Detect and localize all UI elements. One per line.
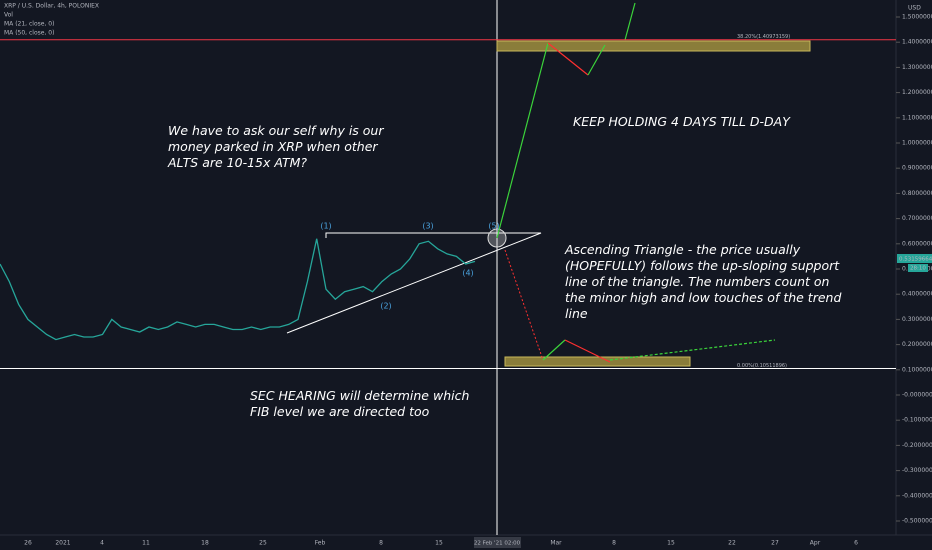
price-label: 0.80000000 xyxy=(902,190,932,197)
fib-label: 0.00%(0.10511896) xyxy=(737,363,787,369)
time-label: 11 xyxy=(142,540,150,547)
countdown-box xyxy=(908,264,928,272)
annotation: KEEP HOLDING 4 DAYS TILL D-DAY xyxy=(573,114,791,129)
countdown: 28:10 xyxy=(910,266,926,272)
time-label: Mar xyxy=(550,540,562,547)
target-zone xyxy=(496,40,811,52)
triangle xyxy=(286,232,542,334)
time-label: Apr xyxy=(810,540,821,547)
wave-label: (1) xyxy=(320,222,331,231)
price-label: 0.10000000 xyxy=(902,366,932,373)
price-label: -0.50000000 xyxy=(902,518,932,525)
annotation: SEC HEARING will determine which xyxy=(250,388,469,403)
bear-arrow xyxy=(504,249,544,361)
price-label: 1.50000000 xyxy=(902,14,932,21)
price-label: 0.90000000 xyxy=(902,165,932,172)
bull-arrow xyxy=(609,339,776,361)
bull-arrow xyxy=(542,339,566,361)
last-price: 0.53159664 xyxy=(899,257,932,263)
annotation: Ascending Triangle - the price usually xyxy=(564,242,801,257)
annotation: the minor high and low touches of the tr… xyxy=(565,290,841,305)
bear-arrow xyxy=(564,339,611,363)
price-box xyxy=(897,254,932,263)
price-label: -0.40000000 xyxy=(902,492,932,499)
price-label: 1.20000000 xyxy=(902,89,932,96)
indicator: MA (50, close, 0) xyxy=(4,30,54,37)
time-label: 18 xyxy=(201,540,209,547)
bull-arrow xyxy=(624,2,636,41)
price-label: 0.70000000 xyxy=(902,215,932,222)
time-label: 25 xyxy=(259,540,267,547)
price-label: 0.40000000 xyxy=(902,291,932,298)
time-label: 2021 xyxy=(55,540,70,547)
target-zone xyxy=(504,356,691,367)
wave-label: (4) xyxy=(462,269,473,278)
price-label: 0.20000000 xyxy=(902,341,932,348)
wave-label: (3) xyxy=(422,222,433,231)
price-label: 0.60000000 xyxy=(902,240,932,247)
wave-label: (5) xyxy=(488,222,499,231)
time-label: 26 xyxy=(24,540,32,547)
wave-label: (2) xyxy=(380,302,391,311)
price-label: 0.30000000 xyxy=(902,316,932,323)
time-label: 8 xyxy=(612,540,616,547)
annotation: money parked in XRP when other xyxy=(168,139,378,154)
cursor-time: 22 Feb '21 02:00 xyxy=(474,541,521,547)
time-label: 22 xyxy=(728,540,736,547)
annotation: line of the triangle. The numbers count … xyxy=(565,274,830,289)
bull-arrow xyxy=(496,42,549,239)
time-label: 27 xyxy=(771,540,779,547)
annotation: FIB level we are directed too xyxy=(250,404,430,419)
indicator: Vol xyxy=(4,12,13,19)
annotation: line xyxy=(565,306,588,321)
price-label: 1.40000000 xyxy=(902,39,932,46)
time-label: 15 xyxy=(435,540,443,547)
annotation: We have to ask our self why is our xyxy=(168,123,384,138)
cursor-box xyxy=(474,537,521,548)
price-label: -0.20000000 xyxy=(902,442,932,449)
time-label: 15 xyxy=(667,540,675,547)
price-label: 1.00000000 xyxy=(902,140,932,147)
indicator: MA (21, close, 0) xyxy=(4,21,54,28)
fib-label: 38.20%(1.40973159) xyxy=(737,34,790,40)
currency: USD xyxy=(908,5,921,12)
price-label: 1.30000000 xyxy=(902,64,932,71)
time-label: Feb xyxy=(315,540,326,547)
time-label: 8 xyxy=(379,540,383,547)
annotation: ALTS are 10-15x ATM? xyxy=(167,155,307,170)
time-label: 4 xyxy=(100,540,104,547)
price-label: 1.10000000 xyxy=(902,114,932,121)
price-label: -0.00000000 xyxy=(902,392,932,399)
time-label: 6 xyxy=(854,540,858,547)
annotation: (HOPEFULLY) follows the up-sloping suppo… xyxy=(565,258,840,273)
bull-arrow xyxy=(587,44,606,76)
symbol: XRP / U.S. Dollar, 4h, POLONIEX xyxy=(4,3,99,10)
price-label: -0.30000000 xyxy=(902,467,932,474)
price-line xyxy=(0,238,476,341)
price-label: -0.10000000 xyxy=(902,417,932,424)
bear-arrow xyxy=(547,42,589,76)
